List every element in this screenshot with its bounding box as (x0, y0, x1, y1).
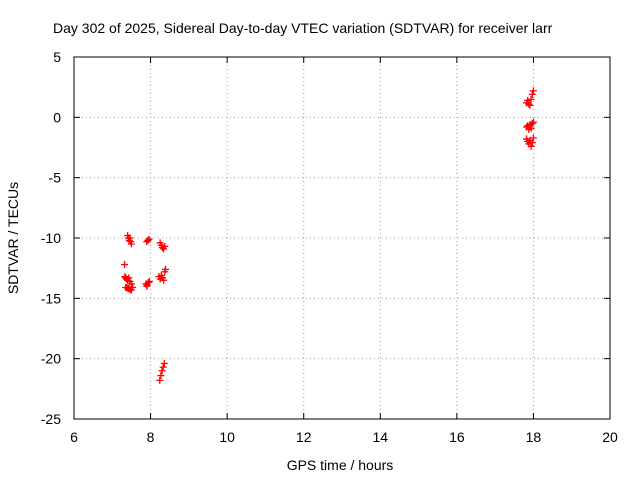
data-point-marker (524, 96, 532, 104)
x-axis-label: GPS time / hours (287, 457, 394, 473)
data-point-marker (527, 124, 535, 132)
data-point-marker (143, 282, 151, 290)
data-point-marker (144, 236, 152, 244)
data-point-marker (525, 100, 533, 108)
x-tick-label: 16 (449, 429, 465, 445)
data-point-marker (528, 119, 536, 127)
data-point-marker (159, 363, 167, 371)
y-axis-label: SDTVAR / TECUs (5, 182, 21, 294)
data-point-marker (145, 277, 153, 285)
data-points (121, 87, 537, 384)
x-tick-label: 20 (602, 429, 618, 445)
gridlines (74, 57, 610, 419)
data-point-marker (145, 235, 153, 243)
data-point-marker (161, 242, 169, 250)
x-tick-label: 10 (219, 429, 235, 445)
y-tick-label: 0 (53, 109, 61, 125)
data-point-marker (528, 139, 536, 147)
y-tick-label: -10 (41, 230, 61, 246)
y-axis-tick-labels: -25 -20 -15 -10 -5 0 5 (41, 49, 61, 427)
x-axis-tick-labels: 6 8 10 12 14 16 18 20 (70, 429, 618, 445)
data-point-marker (529, 87, 537, 95)
data-point-marker (160, 359, 168, 367)
data-point-marker (144, 279, 152, 287)
data-point-marker (526, 101, 534, 109)
data-point-marker (127, 240, 135, 248)
data-point-marker (127, 280, 135, 288)
data-point-marker (160, 276, 168, 284)
data-point-marker (157, 372, 165, 380)
data-point-marker (527, 95, 535, 103)
data-point-marker (527, 142, 535, 150)
x-tick-label: 6 (70, 429, 78, 445)
x-tick-label: 12 (296, 429, 312, 445)
data-point-marker (121, 261, 129, 269)
x-tick-label: 8 (147, 429, 155, 445)
data-point-marker (126, 234, 134, 242)
data-point-marker (162, 265, 170, 273)
data-point-marker (158, 367, 166, 375)
x-tick-label: 18 (526, 429, 542, 445)
data-point-marker (125, 274, 133, 282)
y-tick-label: -5 (49, 170, 62, 186)
data-point-marker (529, 134, 537, 142)
data-point-marker (529, 118, 537, 126)
y-tick-label: -20 (41, 351, 61, 367)
chart-title: Day 302 of 2025, Sidereal Day-to-day VTE… (53, 20, 553, 36)
data-point-marker (156, 376, 164, 384)
y-tick-label: 5 (53, 49, 61, 65)
y-tick-label: -15 (41, 290, 61, 306)
x-tick-label: 14 (372, 429, 388, 445)
data-point-marker (528, 90, 536, 98)
axis-ticks (73, 56, 611, 420)
data-point-marker (129, 283, 137, 291)
y-tick-label: -25 (41, 411, 61, 427)
